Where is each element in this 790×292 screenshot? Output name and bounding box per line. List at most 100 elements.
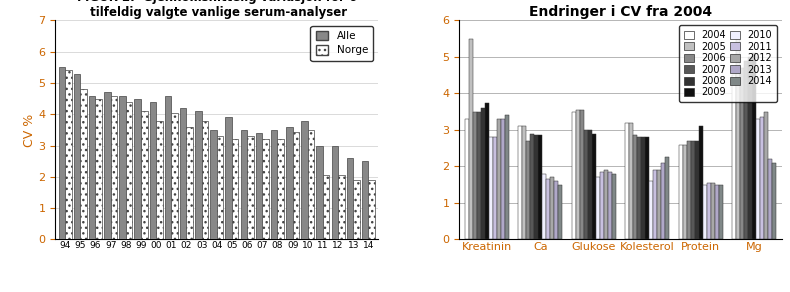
Bar — [201, 121, 209, 239]
Bar — [180, 108, 186, 239]
Bar — [760, 117, 764, 239]
Bar — [736, 39, 740, 239]
Bar — [703, 185, 707, 239]
Bar — [368, 180, 375, 239]
Bar — [347, 158, 353, 239]
Bar — [683, 145, 687, 239]
Bar — [481, 108, 485, 239]
Bar — [661, 163, 665, 239]
Bar — [501, 119, 505, 239]
Bar — [740, 68, 744, 239]
Bar — [286, 127, 292, 239]
Bar — [543, 174, 547, 239]
Bar — [645, 137, 649, 239]
Legend: 2004, 2005, 2006, 2007, 2008, 2009, 2010, 2011, 2012, 2013, 2014: 2004, 2005, 2006, 2007, 2008, 2009, 2010… — [679, 25, 777, 102]
Bar — [323, 175, 329, 239]
Bar — [89, 95, 96, 239]
Bar — [625, 123, 630, 239]
Bar — [707, 183, 711, 239]
Bar — [505, 115, 509, 239]
Bar — [58, 67, 65, 239]
Bar — [308, 130, 314, 239]
Bar — [752, 53, 756, 239]
Bar — [522, 126, 526, 239]
Bar — [534, 135, 538, 239]
Bar — [171, 113, 178, 239]
Bar — [641, 137, 645, 239]
Bar — [468, 39, 473, 239]
Bar — [489, 137, 493, 239]
Bar — [353, 180, 359, 239]
Bar — [338, 175, 344, 239]
Bar — [538, 135, 543, 239]
Bar — [584, 130, 588, 239]
Bar — [576, 110, 580, 239]
Bar — [485, 102, 489, 239]
Bar — [596, 177, 600, 239]
Title: Endringer i CV fra 2004: Endringer i CV fra 2004 — [529, 5, 712, 19]
Bar — [241, 130, 247, 239]
Bar — [559, 185, 562, 239]
Bar — [104, 92, 111, 239]
Bar — [81, 89, 87, 239]
Bar — [630, 123, 634, 239]
Bar — [277, 139, 284, 239]
Bar — [547, 179, 551, 239]
Bar — [73, 74, 81, 239]
Bar — [679, 145, 683, 239]
Bar — [600, 172, 604, 239]
Bar — [465, 119, 468, 239]
Bar — [111, 95, 117, 239]
Bar — [518, 126, 522, 239]
Bar — [526, 141, 530, 239]
Bar — [165, 95, 171, 239]
Bar — [119, 95, 126, 239]
Bar — [711, 183, 715, 239]
Bar — [748, 57, 752, 239]
Bar — [653, 170, 657, 239]
Bar — [225, 117, 232, 239]
Bar — [699, 126, 703, 239]
Bar — [612, 174, 616, 239]
Bar — [186, 127, 193, 239]
Bar — [149, 102, 156, 239]
Bar — [271, 130, 277, 239]
Bar — [555, 181, 559, 239]
Y-axis label: CV %: CV % — [23, 113, 36, 147]
Bar — [732, 75, 736, 239]
Bar — [719, 185, 723, 239]
Bar — [126, 102, 133, 239]
Bar — [156, 121, 163, 239]
Bar — [317, 146, 323, 239]
Bar — [497, 119, 501, 239]
Bar — [332, 146, 338, 239]
Bar — [493, 137, 497, 239]
Bar — [362, 161, 368, 239]
Bar — [195, 111, 201, 239]
Bar — [247, 136, 254, 239]
Bar — [551, 177, 555, 239]
Title: FIGUR 2.  Gjennomsnittelig variasjon for 6
 tilfeldig valgte vanlige serum-analy: FIGUR 2. Gjennomsnittelig variasjon for … — [77, 0, 357, 19]
Bar — [572, 112, 576, 239]
Bar — [134, 99, 141, 239]
Bar — [608, 172, 612, 239]
Bar — [530, 133, 534, 239]
Bar — [216, 136, 224, 239]
Bar — [690, 141, 694, 239]
Bar — [96, 99, 102, 239]
Bar — [687, 141, 690, 239]
Bar — [580, 110, 584, 239]
Bar — [473, 112, 477, 239]
Bar — [715, 185, 719, 239]
Bar — [665, 157, 669, 239]
Bar — [232, 139, 239, 239]
Bar — [262, 139, 269, 239]
Bar — [694, 141, 699, 239]
Bar — [773, 163, 777, 239]
Bar — [638, 137, 641, 239]
Bar — [756, 119, 760, 239]
Bar — [592, 133, 596, 239]
Bar — [292, 131, 299, 239]
Bar — [764, 112, 769, 239]
Bar — [634, 135, 638, 239]
